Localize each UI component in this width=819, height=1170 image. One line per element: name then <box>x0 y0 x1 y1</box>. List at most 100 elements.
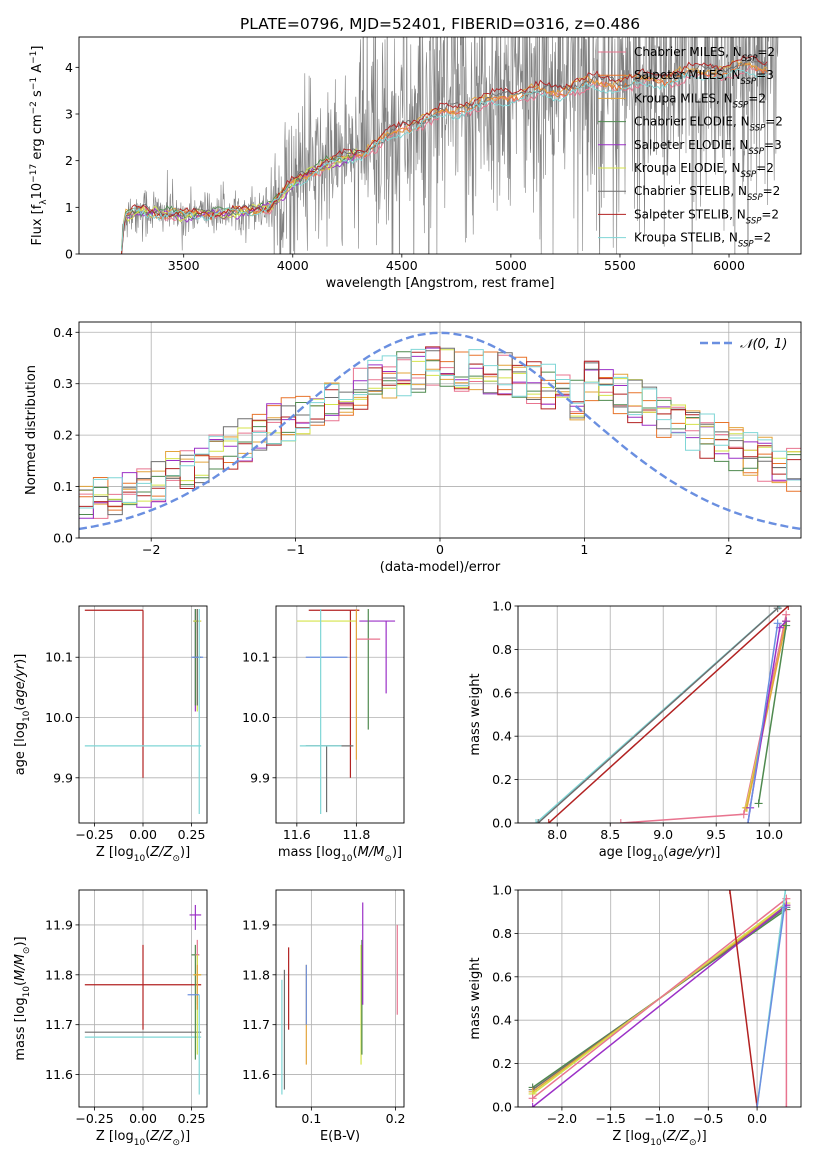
legend-label: 𝒩(0, 1) <box>740 337 787 352</box>
y-tick-label: 9.9 <box>250 770 270 785</box>
x-axis-label-part: Z/Z <box>666 1129 690 1144</box>
legend-label-sub: SSP <box>733 100 749 110</box>
y-axis-label-part: Normed distribution <box>24 365 39 495</box>
x-tick-label: 5500 <box>604 258 636 273</box>
x-axis-label-part: 10 <box>134 854 146 864</box>
x-tick-label: −1.5 <box>596 1111 626 1126</box>
y-axis-label-part: −17 <box>29 164 39 183</box>
x-axis-label-part: Z/Z <box>149 845 173 860</box>
weight-line <box>747 623 779 823</box>
y-axis-label-part: mass [log <box>13 997 28 1060</box>
weight-point-marker <box>754 799 763 808</box>
y-axis-label-part: mass weight <box>468 957 483 1039</box>
weight-line <box>756 907 786 1107</box>
x-axis-label: mass [log10(M/M⊙)] <box>278 845 402 864</box>
legend-label-tail: =2 <box>756 161 774 175</box>
y-tick-label: 0.6 <box>492 969 512 984</box>
y-axis-label-part: erg cm <box>30 114 45 163</box>
y-axis-label-part: ( <box>13 706 28 711</box>
axes-frame <box>275 889 405 1108</box>
y-axis-label-part: age/yr <box>13 662 28 705</box>
y-tick-label: 0.0 <box>492 816 512 831</box>
x-tick-label: −0.5 <box>693 1111 723 1126</box>
legend-label-tail: =2 <box>765 115 783 129</box>
x-tick-label: 1 <box>580 542 588 557</box>
weight-point-marker <box>739 810 748 819</box>
x-tick-label: −2 <box>142 542 160 557</box>
legend-label-sub: SSP <box>741 170 757 180</box>
weight-line <box>548 606 789 823</box>
legend-label-sub: SSP <box>742 54 758 64</box>
weight-line <box>757 625 787 804</box>
x-axis-label-part: ( <box>662 1129 667 1144</box>
y-tick-label: 11.8 <box>242 967 270 982</box>
plot-area <box>79 606 207 823</box>
y-tick-label: 0.2 <box>492 772 512 787</box>
legend-label: Chabrier STELIB, NSSP=2 <box>634 184 780 203</box>
weight-point-marker <box>544 819 553 823</box>
y-tick-label: 0 <box>65 247 73 262</box>
x-tick-label: 8.5 <box>600 827 620 842</box>
x-axis-label-part: M/M <box>358 845 385 860</box>
figure-title: PLATE=0796, MJD=52401, FIBERID=0316, z=0… <box>240 15 640 33</box>
plot-area <box>276 606 404 823</box>
panel-spectrum: 3500 4000 4500 5000 5500 6000 0 1 2 3 4 Chabrier MI… <box>29 36 802 291</box>
y-tick-label: 10.0 <box>45 710 73 725</box>
y-axis-label-part: −1 <box>29 51 39 64</box>
weight-point-marker <box>534 819 543 823</box>
legend-label-sub: SSP <box>738 240 754 250</box>
x-axis-label-part: )] <box>697 1129 707 1144</box>
x-axis-label-part: 10 <box>341 854 353 864</box>
y-tick-label: 11.7 <box>242 1017 270 1032</box>
x-tick-label: 0.25 <box>178 1111 206 1126</box>
legend-label-base: Chabrier MILES, N <box>634 45 742 59</box>
plot-area <box>276 890 404 1107</box>
y-axis-label-part: −1 <box>29 77 39 90</box>
weight-line <box>537 607 779 823</box>
y-tick-label: 0.1 <box>53 479 73 494</box>
y-tick-label: 0.4 <box>53 325 73 340</box>
y-tick-label: 11.9 <box>45 917 73 932</box>
x-tick-label: 5000 <box>495 258 527 273</box>
legend-label-tail: =3 <box>764 138 782 152</box>
plot-area <box>121 37 779 254</box>
panel-age-vs-mass: 11.6 11.8 9.9 10.0 10.1 mass [log10(M/M⊙)] <box>242 605 405 864</box>
x-tick-label: −0.25 <box>75 827 113 842</box>
x-axis-label-part: ⊙ <box>384 854 392 864</box>
weight-point-marker <box>781 890 790 894</box>
legend-label: Kroupa STELIB, NSSP=2 <box>634 231 771 250</box>
legend-label: Kroupa ELODIE, NSSP=2 <box>634 161 774 180</box>
y-axis-label-part: ( <box>13 981 28 986</box>
legend-label-tail: =2 <box>761 207 779 221</box>
y-axis-label-part: ⊙ <box>22 947 32 955</box>
axes-frame <box>78 889 208 1108</box>
legend-label: Salpeter ELODIE, NSSP=3 <box>634 138 782 157</box>
axes-frame <box>517 605 802 824</box>
y-tick-label: 0.4 <box>492 1013 512 1028</box>
legend-label-sub: SSP <box>741 77 757 87</box>
panel-age-vs-Z: −0.25 0.00 0.259.910.010.1Z [log10(Z/Z⊙)]a… <box>13 605 208 864</box>
model-line-chabrier-elodie <box>121 151 358 250</box>
x-tick-label: 2 <box>725 542 733 557</box>
x-axis-label: wavelength [Angstrom, rest frame] <box>326 276 555 291</box>
weight-point-marker <box>725 890 734 894</box>
x-axis-label-part: age [log <box>599 845 652 860</box>
y-tick-label: 11.7 <box>45 1017 73 1032</box>
y-axis-label-part: )] <box>13 936 28 946</box>
y-tick-label: 11.9 <box>242 917 270 932</box>
x-axis-label-part: ( <box>145 1129 150 1144</box>
y-tick-label: 1.0 <box>492 599 512 614</box>
x-axis-label-part: )] <box>180 845 190 860</box>
weight-point-marker <box>753 1103 762 1107</box>
weight-point-marker <box>528 1094 537 1103</box>
x-axis-label: E(B-V) <box>320 1129 360 1144</box>
y-tick-label: 0.0 <box>492 1100 512 1115</box>
y-tick-label: 0.0 <box>53 531 73 546</box>
x-tick-label: 4000 <box>277 258 309 273</box>
legend-label-sub: SSP <box>748 147 764 157</box>
x-tick-label: 6000 <box>713 258 745 273</box>
x-axis-label-part: (data-model)/error <box>380 560 501 575</box>
x-axis-label-part: age/yr <box>668 845 711 860</box>
x-tick-label: −1.0 <box>644 1111 674 1126</box>
x-axis-label-part: ⊙ <box>172 854 180 864</box>
